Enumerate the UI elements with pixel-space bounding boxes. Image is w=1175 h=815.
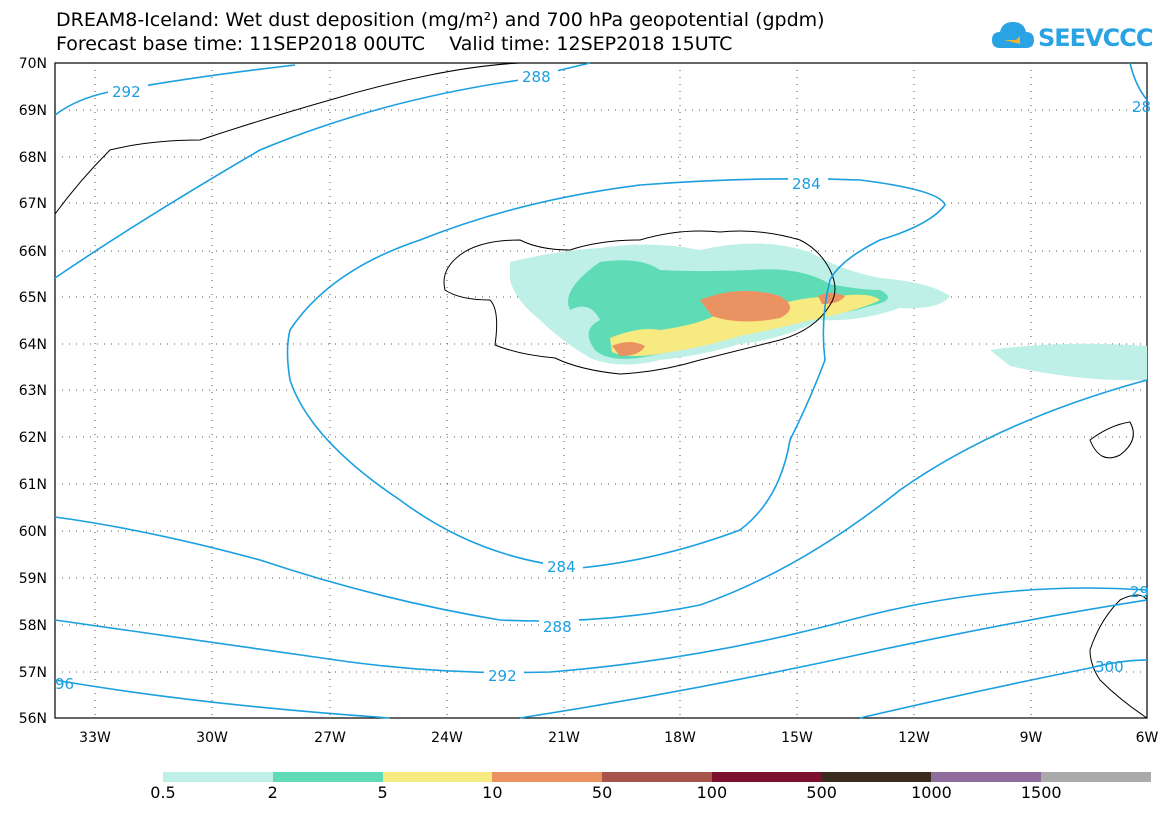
faroe-coast xyxy=(1089,421,1134,459)
contour-labels: 292 288 284 28 284 288 292 96 29 300 xyxy=(55,67,1151,693)
svg-text:67N: 67N xyxy=(19,196,47,212)
legend-swatch xyxy=(382,772,493,782)
legend-label: 10 xyxy=(482,783,503,802)
legend-label: 50 xyxy=(591,783,613,802)
svg-text:57N: 57N xyxy=(19,665,47,681)
svg-text:63N: 63N xyxy=(19,383,47,399)
legend-label: 100 xyxy=(696,783,728,802)
contour-label: 96 xyxy=(55,675,74,693)
svg-text:70N: 70N xyxy=(19,56,47,72)
svg-text:33W: 33W xyxy=(79,730,111,746)
svg-text:24W: 24W xyxy=(431,730,463,746)
latitude-labels: 70N 69N 68N 67N 66N 65N 64N 63N 62N 61N … xyxy=(19,56,47,727)
geopotential-contours xyxy=(54,62,1148,719)
svg-text:66N: 66N xyxy=(19,244,47,260)
svg-text:30W: 30W xyxy=(196,730,228,746)
scotland-coast xyxy=(1089,594,1148,719)
svg-text:21W: 21W xyxy=(548,730,580,746)
svg-text:62N: 62N xyxy=(19,430,47,446)
contour-label: 300 xyxy=(1095,658,1124,676)
svg-text:15W: 15W xyxy=(781,730,813,746)
colorbar xyxy=(163,772,1152,782)
contour-label: 292 xyxy=(112,83,141,101)
legend-label: 1000 xyxy=(911,783,952,802)
svg-text:69N: 69N xyxy=(19,103,47,119)
svg-text:27W: 27W xyxy=(314,730,346,746)
contour-label: 292 xyxy=(488,667,517,685)
svg-text:9W: 9W xyxy=(1020,730,1043,746)
svg-text:68N: 68N xyxy=(19,150,47,166)
contour-label: 28 xyxy=(1132,98,1151,116)
legend-swatch xyxy=(163,772,273,782)
contour-label: 288 xyxy=(543,618,572,636)
contour-label: 288 xyxy=(522,68,551,86)
legend-swatch xyxy=(931,772,1042,782)
legend-swatch xyxy=(272,772,383,782)
svg-text:61N: 61N xyxy=(19,477,47,493)
contour-label: 284 xyxy=(792,175,821,193)
svg-text:56N: 56N xyxy=(19,711,47,727)
svg-text:12W: 12W xyxy=(898,730,930,746)
svg-text:18W: 18W xyxy=(664,730,696,746)
legend-label: 2 xyxy=(267,783,278,802)
iceland-coast xyxy=(443,230,836,375)
seevccc-logo: SEEVCCC xyxy=(990,18,1170,58)
graticule xyxy=(55,63,1147,718)
svg-text:65N: 65N xyxy=(19,290,47,306)
svg-text:6W: 6W xyxy=(1136,730,1159,746)
legend-swatch xyxy=(1041,772,1152,782)
legend-label: 5 xyxy=(377,783,388,802)
logo-text: SEEVCCC xyxy=(1038,24,1153,52)
map-title-line1: DREAM8-Iceland: Wet dust deposition (mg/… xyxy=(56,9,825,31)
legend-label: 500 xyxy=(806,783,837,802)
dust-deposition-shading xyxy=(510,243,1147,381)
colorbar-labels: 0.5 2 5 10 50 100 500 1000 1500 xyxy=(0,783,1175,803)
legend-swatch xyxy=(602,772,712,782)
map-title-line2: Forecast base time: 11SEP2018 00UTC Vali… xyxy=(56,33,733,55)
longitude-labels: 33W 30W 27W 24W 21W 18W 15W 12W 9W 6W xyxy=(79,730,1158,746)
svg-text:64N: 64N xyxy=(19,337,47,353)
contour-label: 29 xyxy=(1130,583,1149,601)
svg-text:60N: 60N xyxy=(19,524,47,540)
legend-swatch xyxy=(711,772,822,782)
svg-text:59N: 59N xyxy=(19,571,47,587)
legend-swatch xyxy=(821,772,932,782)
greenland-coast xyxy=(54,62,521,215)
legend-label: 1500 xyxy=(1020,783,1062,802)
cloud-icon xyxy=(992,22,1034,48)
coastlines xyxy=(54,62,1148,719)
legend-swatch xyxy=(492,772,603,782)
svg-text:58N: 58N xyxy=(19,618,47,634)
map-plot: 292 288 284 28 284 288 292 96 29 300 70N… xyxy=(19,56,1159,746)
contour-label: 284 xyxy=(547,558,576,576)
legend-label: 0.5 xyxy=(150,783,176,802)
